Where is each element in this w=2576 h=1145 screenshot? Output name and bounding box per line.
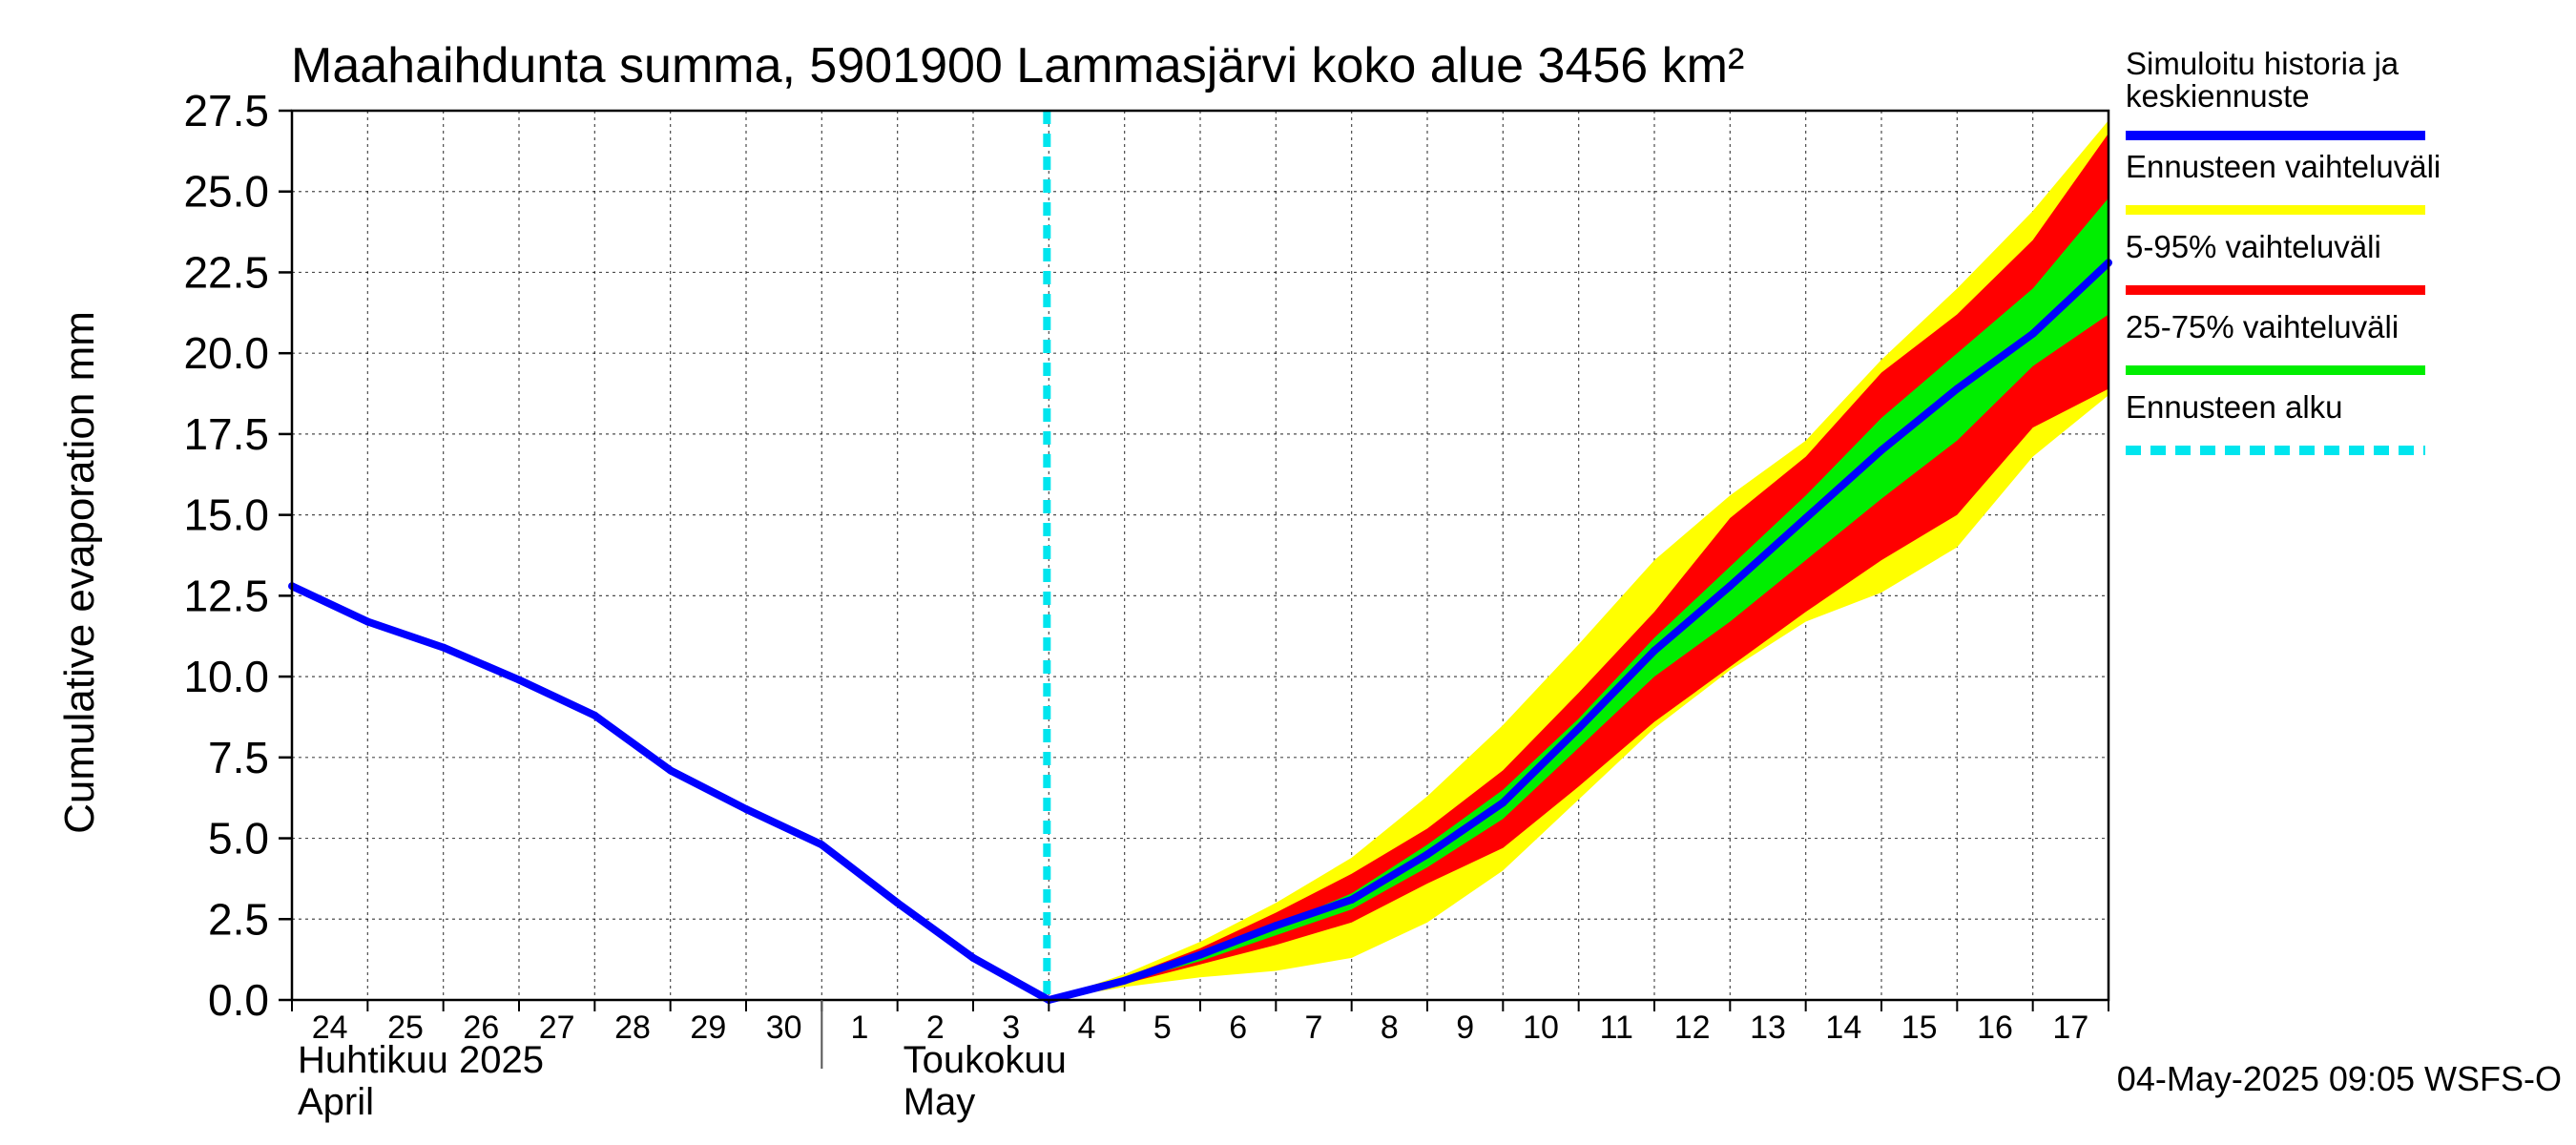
legend-label: Ennusteen alku [2126,389,2343,425]
legend-label: keskiennuste [2126,78,2310,114]
series-point [1196,950,1204,959]
series-point [969,953,977,962]
forecast-bands [1049,120,2109,1000]
series-point [1801,514,1810,522]
y-tick-label: 12.5 [183,571,269,620]
series-point [515,676,523,684]
y-tick-label: 15.0 [183,490,269,540]
x-tick-label: 3 [1002,1010,1020,1046]
y-tick-label: 22.5 [183,247,269,297]
y-axis-label: Cumulative evaporation mm [56,311,103,834]
legend-label: Simuloitu historia ja [2126,46,2399,81]
y-tick-label: 27.5 [183,86,269,135]
legend-label: 5-95% vaihteluväli [2126,229,2381,264]
series-point [1272,922,1280,930]
series-point [742,805,750,813]
series-point [364,617,372,626]
series-point [893,899,902,907]
x-tick-label: 9 [1456,1010,1474,1046]
series-point [2028,329,2037,338]
x-tick-label: 4 [1078,1010,1096,1046]
series-point [1574,724,1583,733]
x-tick-label: 1 [851,1010,869,1046]
x-tick-label: 6 [1229,1010,1247,1046]
timestamp: 04-May-2025 09:05 WSFS-O [2117,1059,2562,1098]
band-ennusteen-vaihteluv-li [1049,120,2109,1000]
y-tick-label: 25.0 [183,167,269,217]
x-tick-label: 7 [1305,1010,1323,1046]
series-point [1651,647,1658,655]
x-tick-label: 29 [690,1010,726,1046]
y-tick-label: 17.5 [183,409,269,459]
x-tick-label: 11 [1600,1010,1633,1046]
y-tick-label: 0.0 [208,975,269,1025]
series-point [1347,895,1356,904]
series-point [439,643,447,652]
x-tick-label: 25 [387,1010,424,1046]
series-point [818,841,826,849]
y-axis-ticks: 0.0 2.5 5.0 7.5 10.0 12.5 15.0 17.5 20.0 22.5 25.0… [183,86,292,1025]
series-point [1953,385,1962,393]
y-tick-label: 2.5 [208,894,269,944]
series-point [1423,850,1431,859]
x-tick-label: 26 [463,1010,499,1046]
series-point [1499,799,1507,807]
legend-label: Ennusteen vaihteluväli [2126,149,2441,184]
series-point [1878,446,1885,454]
y-tick-label: 10.0 [183,652,269,701]
x-axis-ticks: 24 25 26 27 28 29 30 1 2 3 4 5 6 7 8 9 10 11 12 13 14 15 16 17H… [291,1000,2109,1123]
x-tick-label: 17 [2052,1010,2088,1046]
month-label-english: April [298,1081,374,1123]
x-tick-label: 8 [1381,1010,1399,1046]
y-tick-label: 20.0 [183,328,269,378]
y-tick-label: 7.5 [208,733,269,782]
x-tick-label: 15 [1901,1010,1938,1046]
x-tick-label: 30 [766,1010,802,1046]
month-label-english: May [904,1081,976,1123]
legend-label: 25-75% vaihteluväli [2126,309,2399,344]
series-point [1726,582,1735,591]
chart-grid [292,111,2109,1000]
series-point [666,766,675,775]
y-tick-label: 5.0 [208,814,269,864]
x-tick-label: 16 [1977,1010,2013,1046]
x-tick-label: 28 [614,1010,651,1046]
month-label: Huhtikuu 2025 [298,1039,544,1081]
x-tick-label: 12 [1674,1010,1711,1046]
chart-title: Maahaihdunta summa, 5901900 Lammasjärvi … [291,38,1744,94]
x-tick-label: 14 [1825,1010,1861,1046]
x-tick-label: 13 [1750,1010,1786,1046]
series-point [1120,976,1129,985]
month-label: Toukokuu [904,1039,1067,1081]
x-tick-label: 5 [1153,1010,1172,1046]
x-tick-label: 10 [1523,1010,1559,1046]
x-tick-label: 24 [312,1010,348,1046]
data-series [288,259,2112,1004]
x-tick-label: 2 [926,1010,945,1046]
x-tick-label: 27 [539,1010,575,1046]
series-point [591,711,599,719]
